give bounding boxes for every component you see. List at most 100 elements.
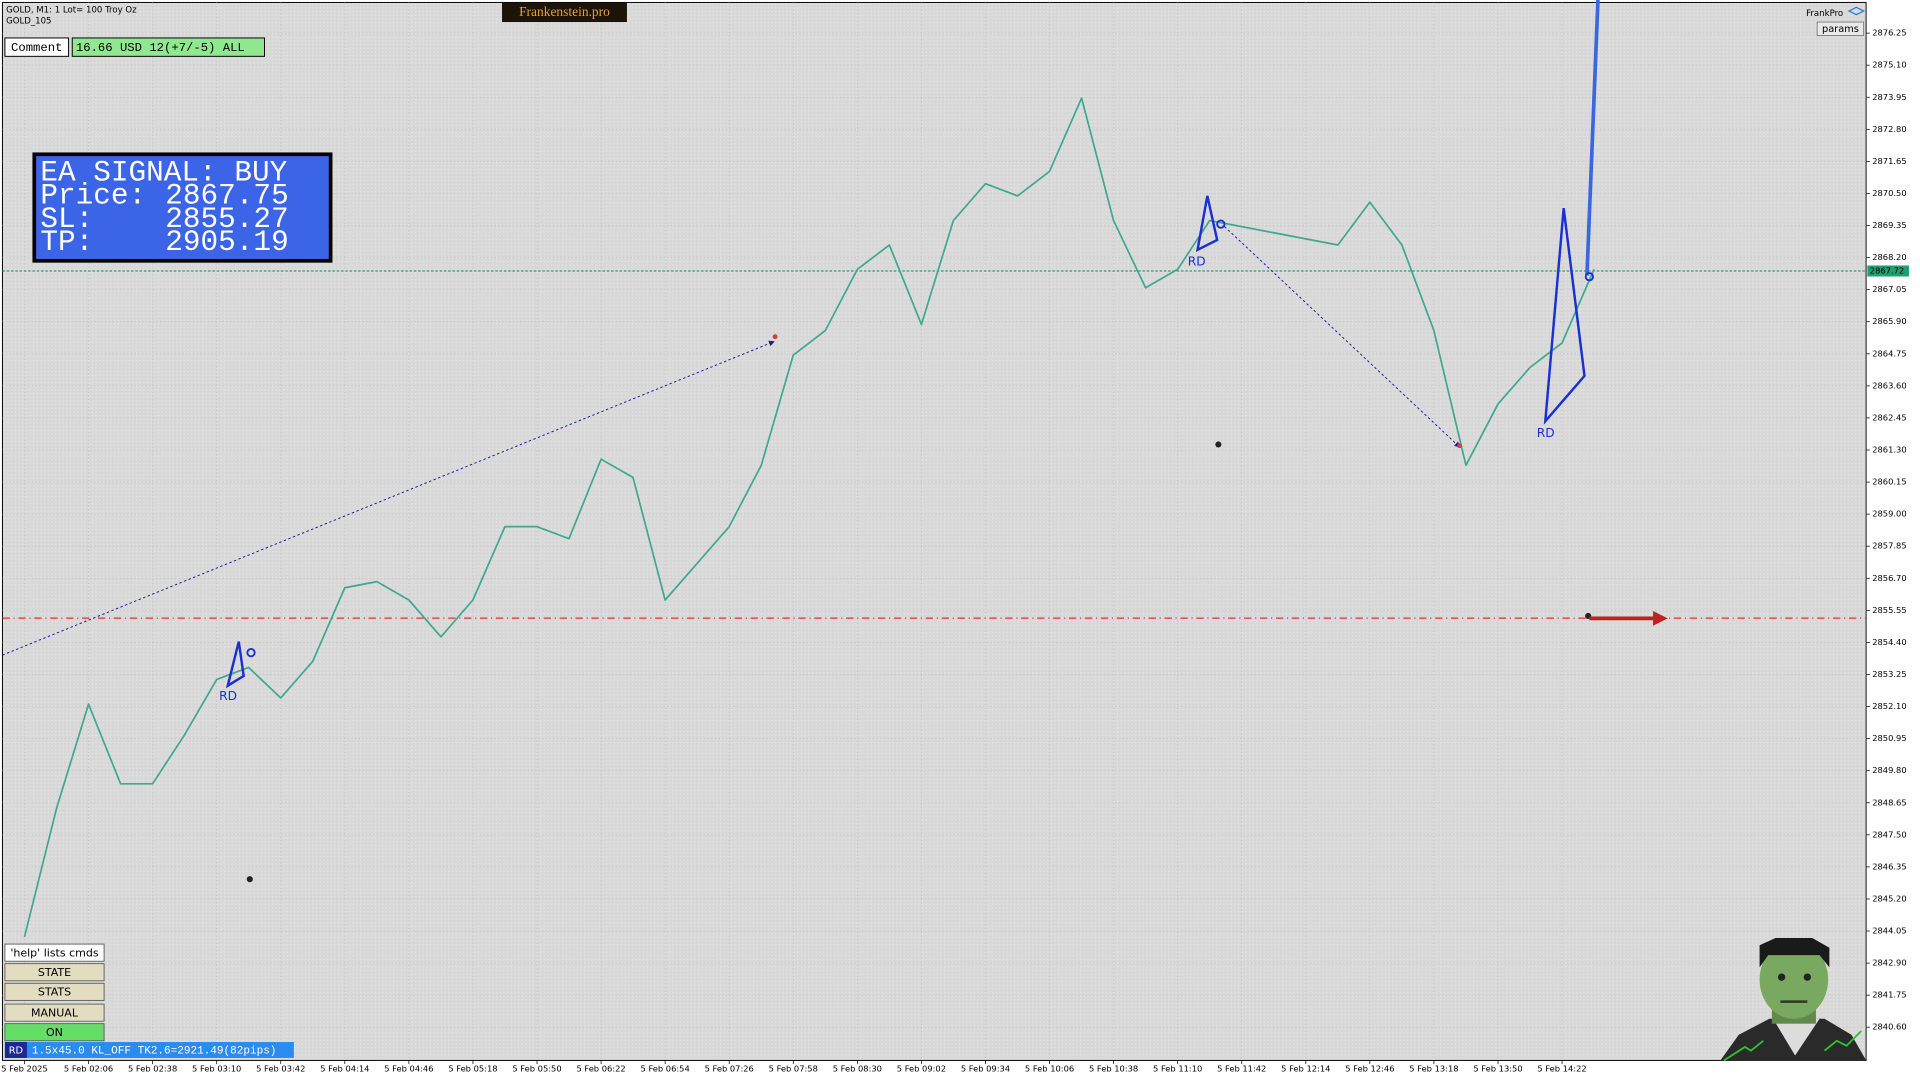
y-tick-label: 2857.85 — [1872, 541, 1906, 551]
y-tick-label: 2840.60 — [1872, 1022, 1906, 1032]
on-label[interactable]: ON — [46, 1026, 63, 1039]
state-label[interactable]: STATE — [38, 966, 71, 979]
status-tag: RD — [9, 1046, 23, 1057]
y-tick-label: 2865.90 — [1872, 316, 1906, 326]
signal-sl-label: SL: — [40, 203, 93, 236]
y-tick-label: 2854.40 — [1872, 637, 1906, 647]
y-tick-label: 2844.05 — [1872, 926, 1906, 936]
avatar — [1720, 937, 1867, 1062]
y-tick-label: 2876.25 — [1872, 28, 1906, 38]
x-tick-label: 5 Feb 10:38 — [1089, 1063, 1138, 1073]
x-tick-label: 5 Feb 05:18 — [448, 1063, 497, 1073]
x-tick-label: 5 Feb 09:34 — [961, 1063, 1010, 1073]
y-tick-label: 2842.90 — [1872, 958, 1906, 968]
current-price-label: 2867.72 — [1870, 265, 1904, 275]
x-tick-label: 5 Feb 13:18 — [1409, 1063, 1458, 1073]
marker — [1457, 443, 1463, 449]
levels — [2, 270, 1867, 619]
account-info: GOLD_105 — [6, 16, 51, 26]
y-tick-label: 2863.60 — [1872, 380, 1906, 390]
rd-label: RD — [1537, 426, 1555, 440]
comment-label: Comment — [11, 41, 62, 55]
x-tick-label: 5 Feb 10:06 — [1025, 1063, 1074, 1073]
manual-button[interactable] — [4, 1003, 105, 1022]
status-bar — [4, 1042, 294, 1058]
marker — [246, 648, 256, 658]
y-tick-label: 2864.75 — [1872, 348, 1906, 358]
rd-label: RD — [219, 689, 237, 703]
signal-panel — [32, 152, 333, 263]
tp-projection — [1585, 0, 1600, 276]
y-tick-label: 2872.80 — [1872, 124, 1906, 134]
y-tick-label: 2847.50 — [1872, 829, 1906, 839]
y-tick-label: 2853.25 — [1872, 669, 1906, 679]
x-tick-label: 5 Feb 04:46 — [384, 1063, 433, 1073]
signal-tp: 2905.19 — [165, 226, 288, 259]
rd-pattern — [1195, 195, 1219, 252]
y-tick-label: 2862.45 — [1872, 412, 1906, 422]
y-tick-label: 2873.95 — [1872, 92, 1906, 102]
current-price-box — [1867, 265, 1909, 277]
comment-value-box — [71, 37, 265, 57]
series — [23, 97, 1595, 938]
y-tick-label: 2875.10 — [1872, 60, 1906, 70]
y-tick-label: 2850.95 — [1872, 733, 1906, 743]
x-tick-label: 5 Feb 2025 — [1, 1063, 47, 1073]
rd-pattern — [225, 641, 245, 689]
x-tick-label: 5 Feb 02:06 — [64, 1063, 113, 1073]
y-tick-label: 2860.15 — [1872, 477, 1906, 487]
signal-title: EA SIGNAL: BUY — [40, 156, 287, 189]
stats-button[interactable] — [4, 982, 105, 1001]
help-label[interactable]: 'help' lists cmds — [10, 946, 99, 959]
x-tick-label: 5 Feb 12:14 — [1281, 1063, 1330, 1073]
signal-tp-label: TP: — [40, 226, 93, 259]
user-icon — [1847, 6, 1866, 16]
x-tick-label: 5 Feb 07:58 — [769, 1063, 818, 1073]
x-tick-label: 5 Feb 02:38 — [128, 1063, 177, 1073]
y-tick-label: 2859.00 — [1872, 509, 1906, 519]
brand-box — [502, 2, 627, 23]
params-button[interactable] — [1816, 21, 1865, 36]
y-tick-label: 2861.30 — [1872, 445, 1906, 455]
price-line — [23, 97, 1595, 938]
y-axis-panel — [1866, 0, 1920, 1061]
marker — [772, 334, 778, 340]
x-tick-label: 5 Feb 06:22 — [576, 1063, 625, 1073]
help-button[interactable] — [4, 943, 105, 962]
marker — [1584, 272, 1594, 282]
y-tick-label: 2855.55 — [1872, 605, 1906, 615]
signal-sl: 2855.27 — [165, 203, 288, 236]
y-tick-label: 2870.50 — [1872, 188, 1906, 198]
state-button[interactable] — [4, 963, 105, 982]
on-button[interactable] — [4, 1023, 105, 1042]
x-tick-label: 5 Feb 08:30 — [833, 1063, 882, 1073]
comment-text: 16.66 USD 12(+7/-5) ALL — [76, 41, 245, 55]
manual-label[interactable]: MANUAL — [31, 1006, 79, 1019]
y-tick-label: 2852.10 — [1872, 701, 1906, 711]
x-tick-label: 5 Feb 04:14 — [320, 1063, 369, 1073]
drawings — [2, 0, 1668, 883]
stats-label[interactable]: STATS — [38, 985, 71, 998]
brand: Frankenstein.pro — [519, 4, 610, 19]
x-axis-panel — [0, 1061, 1920, 1080]
x-tick-label: 5 Feb 03:42 — [256, 1063, 305, 1073]
x-tick-label: 5 Feb 07:26 — [705, 1063, 754, 1073]
user-name: FrankPro — [1806, 9, 1843, 19]
rd-pattern — [1543, 208, 1586, 425]
x-tick-label: 5 Feb 03:10 — [192, 1063, 241, 1073]
x-tick-label: 5 Feb 06:54 — [641, 1063, 690, 1073]
sl-arrow-head — [1653, 611, 1668, 626]
params-label[interactable]: params — [1822, 24, 1859, 35]
signal-price-label: Price: — [40, 180, 146, 213]
y-tick-label: 2867.05 — [1872, 284, 1906, 294]
y-tick-label: 2868.20 — [1872, 252, 1906, 262]
grid — [2, 2, 1867, 1061]
comment-box — [4, 37, 70, 57]
x-tick-label: 5 Feb 11:10 — [1153, 1063, 1202, 1073]
rd-label: RD — [1188, 255, 1206, 269]
x-tick-label: 5 Feb 14:22 — [1537, 1063, 1586, 1073]
x-tick-label: 5 Feb 05:50 — [512, 1063, 561, 1073]
x-tick-label: 5 Feb 09:02 — [897, 1063, 946, 1073]
